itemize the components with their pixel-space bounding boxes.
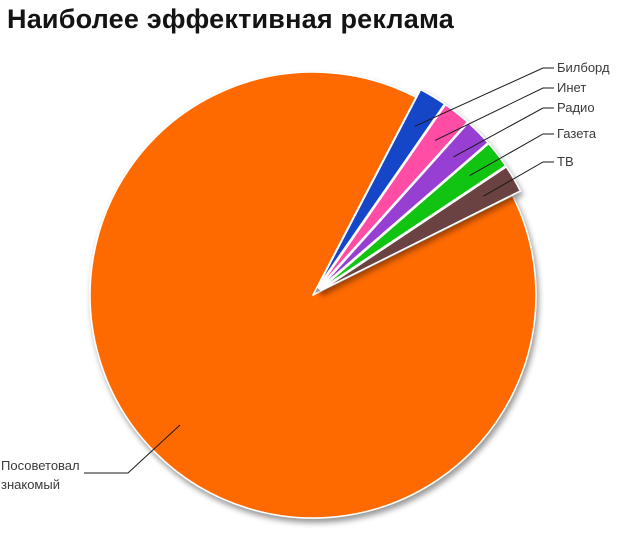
slice-label-internet: Инет <box>557 80 586 95</box>
leader-line-word-of-mouth <box>84 424 181 474</box>
chart-title: Наиболее эффективная реклама <box>7 4 455 34</box>
leader-line-tv <box>483 161 554 197</box>
leader-line-newspaper <box>469 133 554 177</box>
pie-slice-newspaper[interactable] <box>319 142 507 291</box>
leader-line-billboard <box>414 67 554 127</box>
slice-label-radio: Радио <box>557 100 595 115</box>
pie-slice-word-of-mouth[interactable] <box>89 71 537 519</box>
slice-label-billboard: Билборд <box>557 60 610 75</box>
leader-line-radio <box>453 107 554 158</box>
leader-line-internet <box>434 87 554 141</box>
slice-label-newspaper: Газета <box>557 126 597 141</box>
pie-slice-internet[interactable] <box>317 103 469 289</box>
slice-label-tv: ТВ <box>557 154 574 169</box>
slice-label-word-of-mouth: Посоветовал знакомый <box>1 458 80 492</box>
pie-slice-billboard[interactable] <box>316 88 446 289</box>
pie-slice-radio[interactable] <box>318 121 489 290</box>
